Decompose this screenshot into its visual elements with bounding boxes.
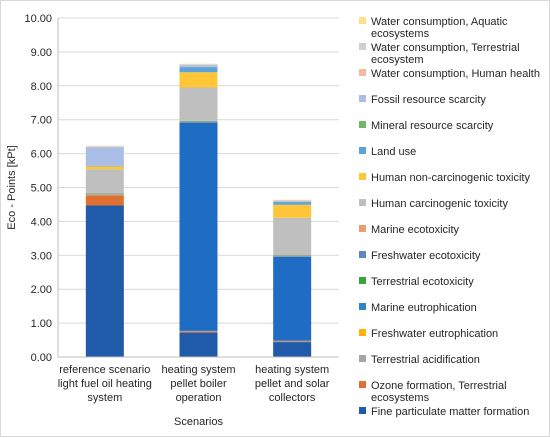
legend-label: Freshwater eutrophication (371, 328, 498, 340)
legend-label: Land use (371, 146, 416, 158)
x-category-label: pellet and solar (255, 378, 330, 390)
legend-label: Human non-carcinogenic toxicity (371, 172, 530, 184)
legend-swatch (359, 251, 366, 258)
legend-swatch (359, 173, 366, 180)
bars (86, 64, 311, 357)
bar-segment (86, 147, 124, 166)
bar-segment (180, 64, 218, 65)
legend-swatch (359, 355, 366, 362)
legend-swatch (359, 407, 366, 414)
bar-segment (180, 332, 218, 333)
bar-segment (180, 333, 218, 357)
legend-swatch (359, 95, 366, 102)
x-category-labels: reference scenario light fuel oil heating… (58, 364, 330, 404)
legend-swatch (359, 199, 366, 206)
y-tick-label: 6.00 (31, 149, 52, 161)
y-tick-label: 1.00 (31, 318, 52, 330)
legend-label: Water consumption, Aquatic (371, 16, 508, 28)
legend-swatch (359, 277, 366, 284)
x-category-label: heating system (255, 364, 329, 376)
legend-swatch (359, 225, 366, 232)
y-tick-label: 9.00 (31, 47, 52, 59)
bar-segment (180, 72, 218, 87)
y-tick-label: 4.00 (31, 216, 52, 228)
bar-segment (273, 341, 311, 342)
x-category-label: collectors (269, 392, 316, 404)
y-tick-label: 2.00 (31, 284, 52, 296)
legend-label: Water consumption, Human health (371, 68, 540, 80)
bar-segment (180, 65, 218, 67)
bar-segment (86, 205, 124, 357)
y-tick-label: 7.00 (31, 115, 52, 127)
y-axis-title: Eco - Points [kPt] (6, 145, 18, 229)
bar-segment (86, 166, 124, 169)
bar-segment (86, 169, 124, 193)
bar-segment (86, 195, 124, 205)
legend-swatch (359, 381, 366, 388)
y-tick-label: 0.00 (31, 352, 52, 364)
bar-segment (273, 218, 311, 255)
legend-label: Human carcinogenic toxicity (371, 198, 508, 210)
x-axis-title: Scenarios (174, 416, 223, 428)
bar-segment (180, 331, 218, 332)
legend-swatch (359, 69, 366, 76)
x-category-label: heating system (162, 364, 236, 376)
bar-segment (86, 195, 124, 196)
bar-segment (86, 146, 124, 147)
y-tick-label: 5.00 (31, 183, 52, 195)
y-tick-label: 10.00 (24, 13, 52, 25)
bar-segment (180, 122, 218, 330)
legend-swatch (359, 329, 366, 336)
bar-segment (273, 205, 311, 218)
x-category-label: operation (176, 392, 222, 404)
legend-swatch (359, 17, 366, 24)
x-category-label: light fuel oil heating (58, 378, 152, 390)
legend-label: Mineral resource scarcity (371, 120, 494, 132)
legend-label: Freshwater ecotoxicity (371, 250, 481, 262)
bar-segment (273, 200, 311, 201)
y-tick-label: 3.00 (31, 250, 52, 262)
legend-label: Water consumption, Terrestrial (371, 42, 520, 54)
legend-label: Marine eutrophication (371, 302, 477, 314)
bar-segment (273, 202, 311, 205)
legend-label: ecosystems (371, 28, 430, 40)
bar-segment (273, 257, 311, 341)
bar-segment (273, 201, 311, 202)
y-tick-label: 8.00 (31, 81, 52, 93)
legend-label: Terrestrial acidification (371, 354, 480, 366)
x-category-label: reference scenario (59, 364, 150, 376)
legend-label: Marine ecotoxicity (371, 224, 460, 236)
legend-label: Fossil resource scarcity (371, 94, 486, 106)
legend-swatch (359, 121, 366, 128)
legend-swatch (359, 303, 366, 310)
legend-label: Fine particulate matter formation (371, 406, 529, 418)
legend: Water consumption, AquaticecosystemsWate… (359, 16, 540, 418)
bar-segment (180, 67, 218, 72)
legend-label: Terrestrial ecotoxicity (371, 276, 474, 288)
legend-swatch (359, 147, 366, 154)
legend-swatch (359, 43, 366, 50)
x-category-label: system (87, 392, 122, 404)
legend-label: ecosystem (371, 54, 424, 66)
legend-label: Ozone formation, Terrestrial (371, 380, 507, 392)
bar-segment (180, 87, 218, 120)
bar-segment (273, 341, 311, 342)
bar-segment (273, 342, 311, 357)
x-category-label: pellet boiler (170, 378, 227, 390)
y-tick-labels: 0.00 1.00 2.00 3.00 4.00 5.00 6.00 7.00 8.00 9.00… (24, 13, 52, 364)
legend-label: ecosystems (371, 392, 430, 404)
